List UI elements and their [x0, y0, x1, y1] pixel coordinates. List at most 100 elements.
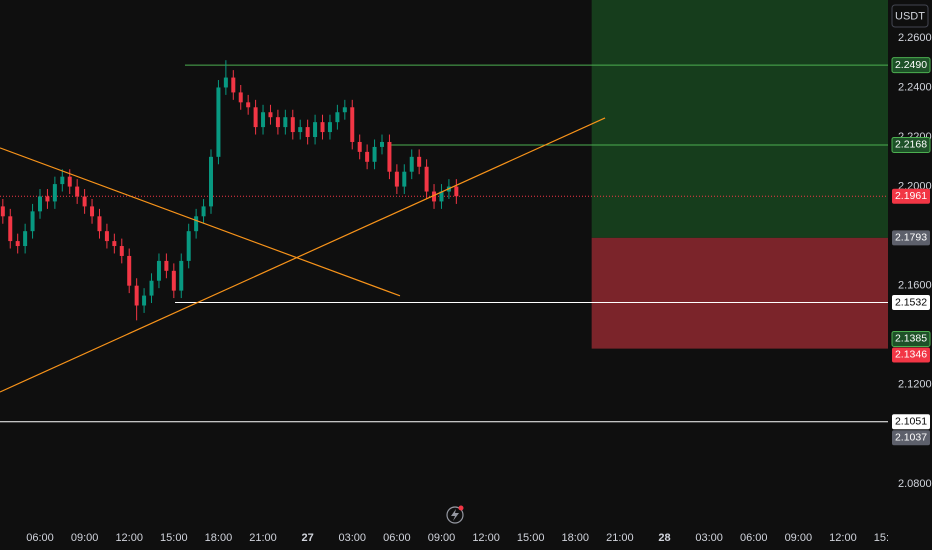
replay-icon[interactable] [446, 505, 464, 524]
trend-line [0, 147, 401, 297]
y-tick-label: 2.1600 [898, 280, 932, 292]
x-tick-label: 06:00 [740, 532, 768, 544]
price-label-box [892, 414, 930, 430]
candle-body [238, 92, 243, 103]
candle-body [15, 241, 20, 247]
candle-body [45, 196, 50, 202]
candle-body [23, 231, 28, 247]
candle-body [52, 184, 57, 202]
candle-body [424, 166, 429, 192]
x-tick-label: 12:00 [472, 532, 500, 544]
price-axis: 2.26002.24002.22002.20002.16002.12002.08… [891, 32, 932, 490]
candle-body [320, 122, 325, 133]
candle-body [164, 260, 169, 271]
candle-body [194, 216, 199, 232]
candle-body [379, 141, 384, 147]
price-label: 2.2490 [895, 59, 927, 71]
candle-body [402, 171, 407, 187]
y-tick-label: 2.0800 [898, 478, 932, 490]
candle-body [119, 246, 124, 256]
price-label: 2.1051 [895, 415, 927, 427]
stop-zone [591, 237, 888, 349]
candle-body [67, 176, 72, 187]
currency-label[interactable]: USDT [895, 10, 925, 22]
candle-body [357, 141, 362, 152]
candle-body [231, 77, 236, 93]
candle-body [432, 191, 437, 202]
candle-body [134, 285, 139, 306]
candle-body [305, 127, 310, 138]
x-tick-label: 21:00 [606, 532, 634, 544]
candle-body [179, 260, 184, 291]
y-tick-label: 2.2600 [898, 32, 932, 44]
candle-body [90, 206, 95, 217]
x-tick-label: 27 [302, 532, 314, 544]
candle-body [201, 206, 206, 217]
candle-body [365, 151, 370, 162]
candle-body [82, 196, 87, 207]
price-label-box [892, 188, 930, 204]
candle-body [409, 156, 414, 172]
x-tick-label: 09:00 [785, 532, 813, 544]
candle-body [149, 280, 154, 296]
y-tick-label: 2.2400 [898, 81, 932, 93]
price-label: 2.1793 [895, 232, 927, 244]
x-tick-label: 15:00 [517, 532, 545, 544]
price-label-box [891, 136, 931, 153]
candle-body [342, 107, 347, 113]
candle-body [261, 112, 266, 128]
candle-body [112, 241, 117, 247]
candle-body [75, 186, 80, 197]
price-label-box [891, 57, 931, 74]
candle-body [171, 270, 176, 291]
candle-body [186, 231, 191, 261]
y-tick-label: 2.1200 [898, 379, 932, 391]
price-label: 2.2168 [895, 139, 927, 151]
x-tick-label: 09:00 [428, 532, 456, 544]
price-label-box [892, 230, 930, 246]
candle-body [275, 117, 280, 128]
candle-body [37, 196, 42, 212]
price-label: 2.1961 [895, 190, 927, 202]
price-label: 2.1385 [895, 333, 927, 345]
candle-body [372, 146, 377, 162]
candle-body [208, 156, 213, 207]
candle-body [394, 171, 399, 187]
icon-dot [458, 505, 464, 511]
x-tick-label: 06:00 [26, 532, 54, 544]
icon-ring[interactable] [446, 506, 464, 524]
price-axis-panel [888, 0, 932, 550]
x-tick-label: 15:00 [160, 532, 188, 544]
candle-body [246, 102, 251, 108]
x-tick-label: 12:00 [115, 532, 143, 544]
candle-body [142, 295, 147, 306]
price-label: 2.1532 [895, 296, 927, 308]
candle-body [127, 255, 132, 286]
x-tick-label: 06:00 [383, 532, 411, 544]
candle-body [417, 156, 422, 167]
candle-body [8, 216, 13, 242]
price-label-box [892, 347, 930, 363]
candle-body [60, 176, 65, 185]
price-label-box [892, 295, 930, 311]
x-tick-label: 28 [658, 532, 670, 544]
price-label-box [891, 330, 931, 347]
candle-body [327, 122, 332, 133]
target-zone [591, 0, 888, 238]
candle-body [223, 77, 228, 88]
candle-body [290, 117, 295, 133]
candle-body [454, 186, 459, 197]
trend-line [0, 117, 606, 393]
candle-body [439, 191, 444, 202]
icon-bolt[interactable] [451, 509, 459, 521]
currency-box[interactable] [891, 4, 929, 28]
candle-body [156, 260, 161, 281]
candle-body [350, 107, 355, 142]
candle-body [283, 117, 288, 128]
candle-body [268, 112, 273, 118]
candle-body [0, 206, 5, 217]
x-tick-label: 18:00 [205, 532, 233, 544]
candle-body [313, 122, 318, 138]
